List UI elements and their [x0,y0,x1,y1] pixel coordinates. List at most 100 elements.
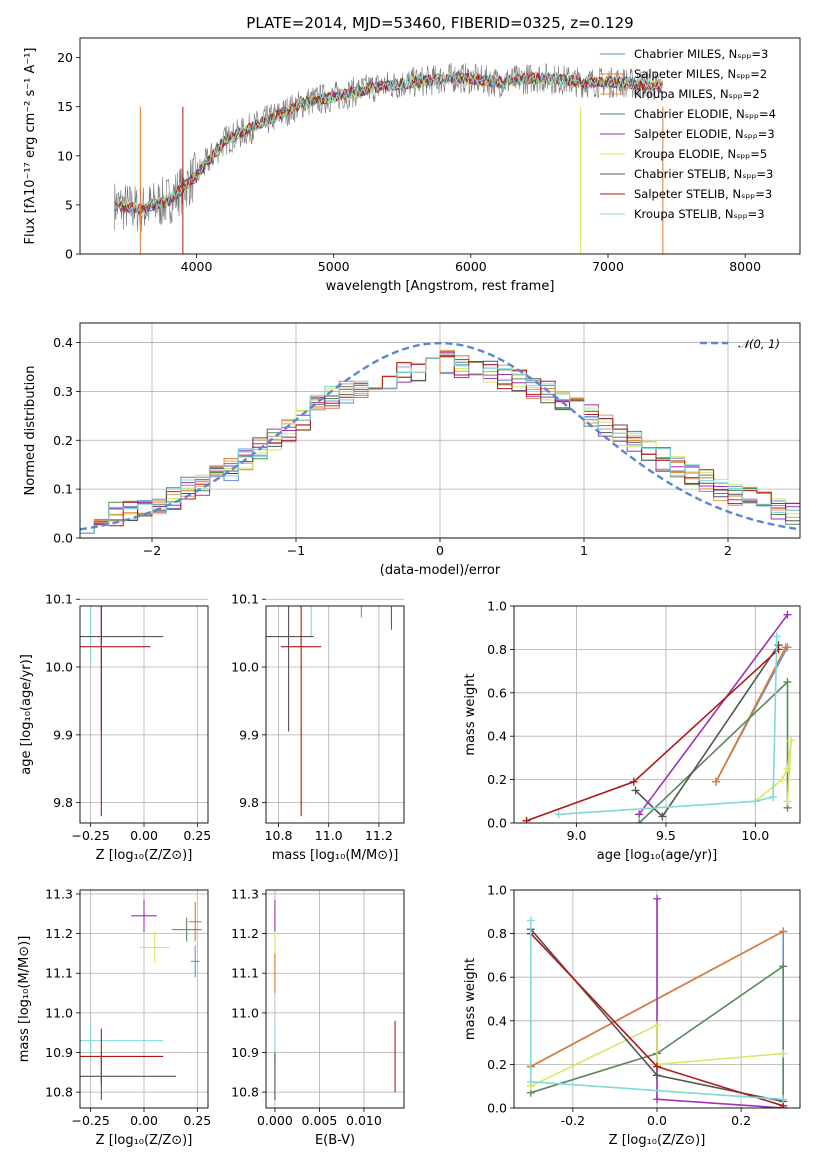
y-tick-label: 20 [57,50,73,65]
x-tick-label: −0.25 [72,828,110,843]
x-tick-label: 1 [580,543,588,558]
y-tick-label: 11.0 [231,1005,259,1020]
legend-label: Kroupa MILES, Nₛₚₚ=2 [634,87,760,101]
y-tick-label: 11.3 [231,886,259,901]
y-tick-label: 0.6 [487,685,507,700]
legend-label: Salpeter ELODIE, Nₛₚₚ=3 [634,127,775,141]
weight-marker [779,962,788,971]
x-axis-label: E(B-V) [315,1133,355,1148]
weight-marker [522,816,531,823]
x-tick-label: 11.0 [315,828,343,843]
plot-area-spectrum [113,62,664,254]
x-tick-label: 0.00 [130,1113,158,1128]
y-tick-label: 0.8 [487,642,507,657]
weight-marker [526,1077,535,1086]
y-tick-label: 10.0 [231,660,259,675]
weight-marker [653,894,661,903]
x-tick-label: 10.8 [265,828,293,843]
x-axis-label: Z [log₁₀(Z/Z⊙)] [96,1133,193,1148]
weight-marker [526,916,535,925]
model-line [113,72,663,215]
weight-line [530,1023,784,1087]
axes-frame [79,322,801,539]
x-tick-label: 6000 [455,259,487,274]
weight-marker [778,775,787,784]
axes-age-vs-Z: −0.25 0.00 0.25 9.8 9.9 10.0 10.1 Z [log₁₀(Z/Z⊙… [19,592,211,863]
x-axis-label: (data-model)/error [380,563,501,578]
axes-mass-vs-Z: −0.25 0.00 0.25 10.8 10.9 11.0 11.1 11.2 11.3 Z [… [17,886,211,1148]
gaussian-curve [80,341,800,531]
axes-frame [513,605,801,824]
y-tick-label: 0.4 [53,335,73,350]
y-tick-label: 15 [57,99,73,114]
y-tick-label: 10.1 [45,592,73,607]
plot-area-residuals [80,341,800,534]
plot-area-mass-vs-Z [80,899,202,1101]
y-tick-label: 0.2 [53,433,73,448]
legend-label: Salpeter STELIB, Nₛₚₚ=3 [634,187,772,201]
weight-marker [783,797,792,806]
legend-label: Chabrier STELIB, Nₛₚₚ=3 [634,167,773,181]
x-tick-label: −1 [287,543,305,558]
weight-marker [781,643,790,652]
y-tick-label: 0.4 [487,1013,507,1028]
weight-marker [653,1071,661,1080]
axes-residuals: −2 −1 0 1 2 0.0 0.1 0.2 0.3 0.4 (data-model)/error… [23,322,801,578]
weight-line [638,614,789,815]
x-tick-label: -0.2 [561,1113,585,1128]
legend-label: Kroupa STELIB, Nₛₚₚ=3 [634,207,765,221]
y-tick-label: 9.8 [239,795,259,810]
y-tick-label: 0.4 [487,729,507,744]
y-tick-label: 0.0 [53,531,73,546]
weight-marker [787,736,796,745]
weight-marker [783,677,792,686]
y-tick-label: 9.9 [53,727,73,742]
legend-label: 𝒩(0, 1) [738,337,780,351]
axes-massweight-vs-Z: -0.2 0.0 0.2 0.0 0.2 0.4 0.6 0.8 1.0 Z [log₁₀(Z/Z… [463,883,801,1148]
y-axis-label: mass weight [463,673,478,755]
y-tick-label: 10.8 [45,1085,73,1100]
y-tick-label: 11.0 [45,1005,73,1020]
legend-label: Chabrier ELODIE, Nₛₚₚ=4 [634,107,776,121]
axes-spectrum: 4000 5000 6000 7000 8000 0 5 10 15 20 wavelength [… [23,37,801,294]
x-tick-label: 9.0 [567,828,587,843]
x-tick-label: 0 [436,543,444,558]
weight-marker [653,1095,661,1104]
weight-marker [711,777,720,786]
y-tick-label: 11.1 [45,966,73,981]
x-tick-label: −2 [143,543,161,558]
weight-marker [779,927,788,936]
y-tick-label: 10.9 [45,1045,73,1060]
axes-frame [79,889,209,1109]
histogram-step [80,355,800,534]
x-tick-label: 2 [724,543,732,558]
y-tick-label: 0.6 [487,970,507,985]
weight-marker [629,777,638,786]
weight-marker [635,810,644,819]
x-tick-label: 0.2 [731,1113,751,1128]
model-line [113,71,663,215]
legend-label: Chabrier MILES, Nₛₚₚ=3 [634,47,768,61]
legend-label: Kroupa ELODIE, Nₛₚₚ=5 [634,147,767,161]
weight-marker [779,1095,788,1104]
axes-frame [79,605,209,824]
weight-marker [631,786,640,795]
x-tick-label: 0.000 [257,1113,293,1128]
axes-mass-vs-EBV: 0.000 0.005 0.010 10.8 10.9 11.0 11.1 11.2 11.3 E… [231,886,405,1148]
y-tick-label: 0.3 [53,384,73,399]
data-spectrum [114,62,664,233]
weight-marker [769,792,778,801]
y-tick-label: 9.8 [53,795,73,810]
y-tick-label: 1.0 [487,599,507,614]
axes-frame [513,889,801,1109]
y-tick-label: 0.8 [487,926,507,941]
x-tick-label: 0.010 [346,1113,382,1128]
y-tick-label: 9.9 [239,727,259,742]
axes-frame [265,605,405,824]
y-tick-label: 0.1 [53,482,73,497]
y-tick-label: 0 [65,247,73,262]
histogram-step [80,357,800,534]
axes-massweight-vs-age: 9.0 9.5 10.0 0.0 0.2 0.4 0.6 0.8 1.0 age [log₁₀(a… [463,599,801,863]
y-tick-label: 0.0 [487,1101,507,1116]
